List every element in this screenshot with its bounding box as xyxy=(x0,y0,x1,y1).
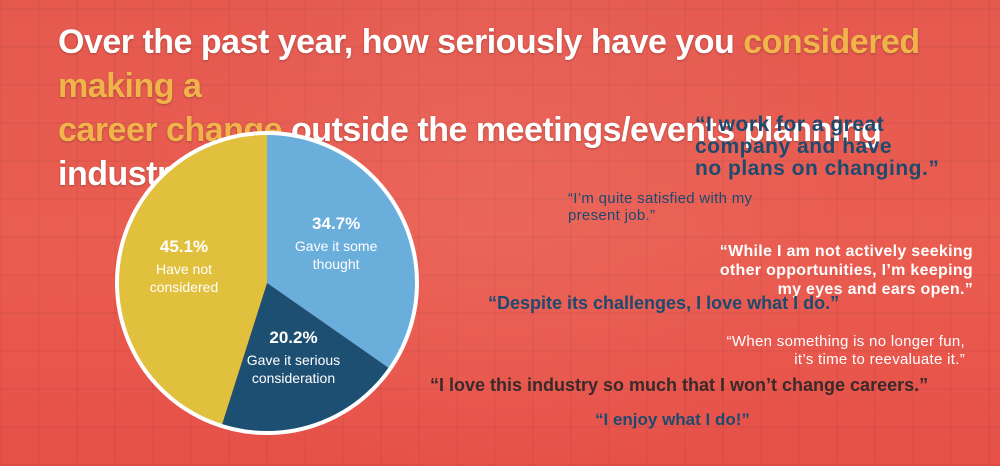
quote-5: “When something is no longer fun, it’s t… xyxy=(726,333,965,368)
quote-2: “I’m quite satisfied with my present job… xyxy=(568,190,753,224)
quote-3: “While I am not actively seeking other o… xyxy=(719,243,973,298)
page-title: Over the past year, how seriously have y… xyxy=(58,20,958,196)
slice-label-some-thought: 34.7% Gave it some thought xyxy=(295,214,378,272)
quote-7: “I enjoy what I do!” xyxy=(595,410,750,429)
title-highlight1: considered making a xyxy=(58,23,920,105)
quote-4: “Despite its challenges, I love what I d… xyxy=(488,293,840,313)
quote-1: “I work for a great company and have no … xyxy=(695,113,940,180)
pie-slice-not-considered xyxy=(116,133,267,426)
pie-outline xyxy=(115,131,419,435)
pie-slice-serious-consideration xyxy=(221,283,390,434)
quote-6: “I love this industry so much that I won… xyxy=(430,375,929,395)
pie-chart: 34.7% Gave it some thought 20.2% Gave it ser… xyxy=(115,131,419,435)
slice-label-serious-consideration: 20.2% Gave it serious consideration xyxy=(247,328,340,386)
slice-label-not-considered: 45.1% Have not considered xyxy=(150,237,219,295)
pie-slice-some-thought xyxy=(267,133,418,369)
title-part1: Over the past year, how seriously have y… xyxy=(58,23,744,61)
